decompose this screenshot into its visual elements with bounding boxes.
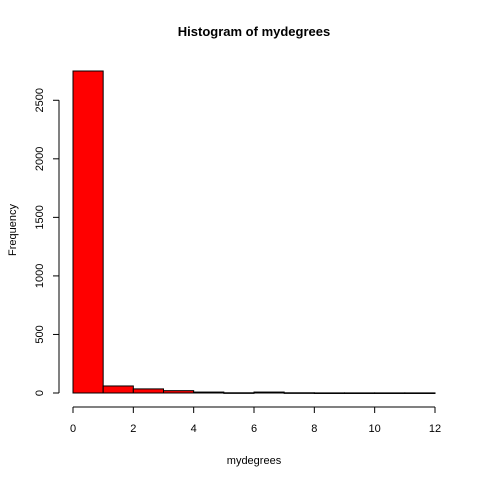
y-tick-label: 0 bbox=[34, 390, 46, 396]
histogram-bar bbox=[102, 385, 134, 394]
y-tick-label: 500 bbox=[34, 325, 46, 343]
histogram-bar bbox=[404, 392, 436, 394]
histogram-bar bbox=[72, 70, 104, 394]
x-tick-label: 4 bbox=[191, 423, 197, 435]
x-tick-label: 10 bbox=[369, 423, 381, 435]
histogram-bar bbox=[223, 392, 255, 394]
histogram-bar bbox=[283, 392, 315, 394]
y-tick-label: 1500 bbox=[34, 205, 46, 229]
y-tick-label: 2500 bbox=[34, 88, 46, 112]
y-tick-label: 2000 bbox=[34, 147, 46, 171]
histogram-bar bbox=[313, 392, 346, 394]
histogram-bar bbox=[193, 391, 225, 394]
bars-group bbox=[72, 70, 436, 394]
y-axis-label: Frequency bbox=[7, 204, 19, 256]
y-tick-label: 1000 bbox=[34, 264, 46, 288]
histogram-bar bbox=[253, 391, 285, 394]
x-tick-label: 0 bbox=[70, 423, 76, 435]
histogram-bar bbox=[163, 390, 195, 394]
x-tick-label: 12 bbox=[429, 423, 441, 435]
x-axis: 0 2 4 6 8 10 12 bbox=[70, 406, 441, 435]
chart-title: Histogram of mydegrees bbox=[178, 24, 330, 39]
histogram-bar bbox=[132, 388, 164, 394]
x-tick-label: 8 bbox=[311, 423, 317, 435]
y-axis: 0 500 1000 1500 2000 2500 bbox=[34, 88, 60, 396]
x-axis-label: mydegrees bbox=[227, 455, 282, 467]
x-tick-label: 6 bbox=[251, 423, 257, 435]
histogram-bar bbox=[344, 392, 376, 394]
x-tick-label: 2 bbox=[130, 423, 136, 435]
histogram-bar bbox=[374, 392, 406, 394]
